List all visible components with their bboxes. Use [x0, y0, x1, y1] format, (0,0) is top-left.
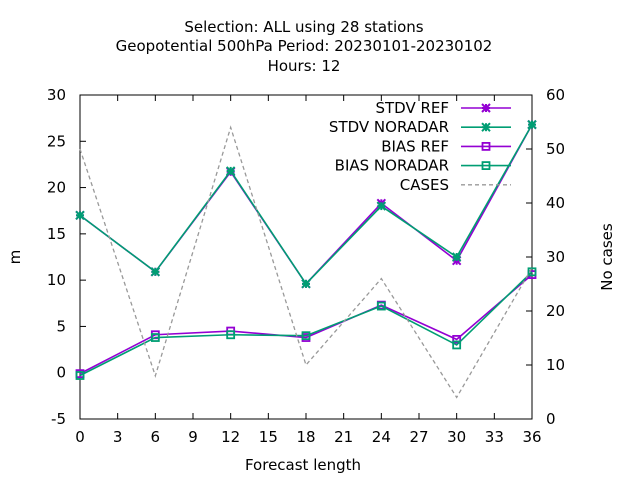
x-tick-label: 3: [113, 428, 123, 446]
legend-label: BIAS NORADAR: [335, 157, 449, 175]
x-tick-label: 27: [409, 428, 428, 446]
y-tick-label: 15: [47, 225, 66, 243]
series-cases: [79, 125, 533, 399]
title-line-3: Hours: 12: [268, 57, 341, 75]
y-tick-label: 20: [47, 179, 66, 197]
data-point: [481, 141, 491, 151]
chart-title: Selection: ALL using 28 stations Geopote…: [116, 18, 493, 75]
x-tick-label: 30: [447, 428, 466, 446]
legend-item: BIAS NORADAR: [335, 157, 511, 175]
legend-label: STDV REF: [375, 99, 449, 117]
x-tick-label: 6: [151, 428, 161, 446]
legend-item: BIAS REF: [381, 137, 511, 155]
y-tick-label: 25: [47, 132, 66, 150]
x-axis-ticks: 0 3 6 9 12 15 18 21 24 27 30 33 36: [75, 95, 542, 446]
legend-item: CASES: [400, 176, 511, 194]
y2-tick-label: 40: [546, 194, 565, 212]
series-stdv-noradar: [75, 119, 537, 289]
data-point: [301, 279, 311, 289]
y2-tick-label: 10: [546, 356, 565, 374]
legend-item: STDV NORADAR: [329, 118, 511, 136]
data-point: [150, 333, 160, 342]
data-point: [226, 330, 236, 340]
data-point: [376, 301, 386, 311]
title-line-2: Geopotential 500hPa Period: 20230101-202…: [116, 37, 493, 55]
title-line-1: Selection: ALL using 28 stations: [184, 18, 423, 36]
y-tick-label: 5: [56, 317, 66, 335]
x-tick-label: 33: [485, 428, 504, 446]
x-tick-label: 12: [221, 428, 240, 446]
y-tick-label: 10: [47, 271, 66, 289]
data-point: [301, 331, 311, 341]
legend-item: STDV REF: [375, 99, 511, 117]
y2-tick-label: 0: [546, 410, 556, 428]
legend-label: BIAS REF: [381, 137, 449, 155]
y2-tick-label: 50: [546, 140, 565, 158]
x-tick-label: 21: [334, 428, 353, 446]
data-point: [481, 122, 491, 132]
x-tick-label: 9: [188, 428, 198, 446]
data-point: [452, 340, 462, 350]
y-tick-label: 0: [56, 364, 66, 382]
data-point: [225, 166, 236, 176]
plot-area-border: [79, 94, 533, 420]
y2-tick-label: 30: [546, 248, 565, 266]
y-tick-label: 30: [47, 86, 66, 104]
data-point: [451, 252, 462, 262]
data-point: [150, 267, 161, 277]
x-tick-label: 36: [522, 428, 541, 446]
series-layer: [75, 119, 537, 399]
series-line: [79, 124, 533, 286]
y-axis-label: m: [6, 250, 24, 265]
y2-tick-label: 20: [546, 302, 565, 320]
x-tick-label: 0: [75, 428, 85, 446]
y-tick-label: -5: [51, 410, 66, 428]
data-point: [75, 210, 85, 221]
data-point: [527, 267, 537, 277]
data-point: [452, 334, 462, 344]
x-tick-label: 15: [259, 428, 278, 446]
series-line: [79, 124, 533, 286]
data-point: [527, 119, 537, 130]
x-tick-label: 18: [296, 428, 315, 446]
y2-tick-label: 60: [546, 86, 565, 104]
series-line: [79, 125, 533, 399]
y2-axis-label: No cases: [598, 223, 616, 291]
data-point: [481, 161, 491, 171]
series-line: [79, 273, 533, 375]
x-tick-label: 24: [372, 428, 391, 446]
y2-axis-ticks: 0 10 20 30 40 50 60: [526, 86, 565, 428]
series-line: [79, 271, 533, 377]
x-axis-label: Forecast length: [245, 456, 361, 474]
series-bias-noradar: [75, 267, 537, 380]
data-point: [75, 371, 85, 380]
legend-label: CASES: [400, 176, 449, 194]
legend-label: STDV NORADAR: [329, 118, 449, 136]
y-axis-ticks: -5 0 5 10 15 20 25 30: [47, 86, 86, 428]
data-point: [481, 103, 491, 113]
data-point: [376, 201, 387, 211]
